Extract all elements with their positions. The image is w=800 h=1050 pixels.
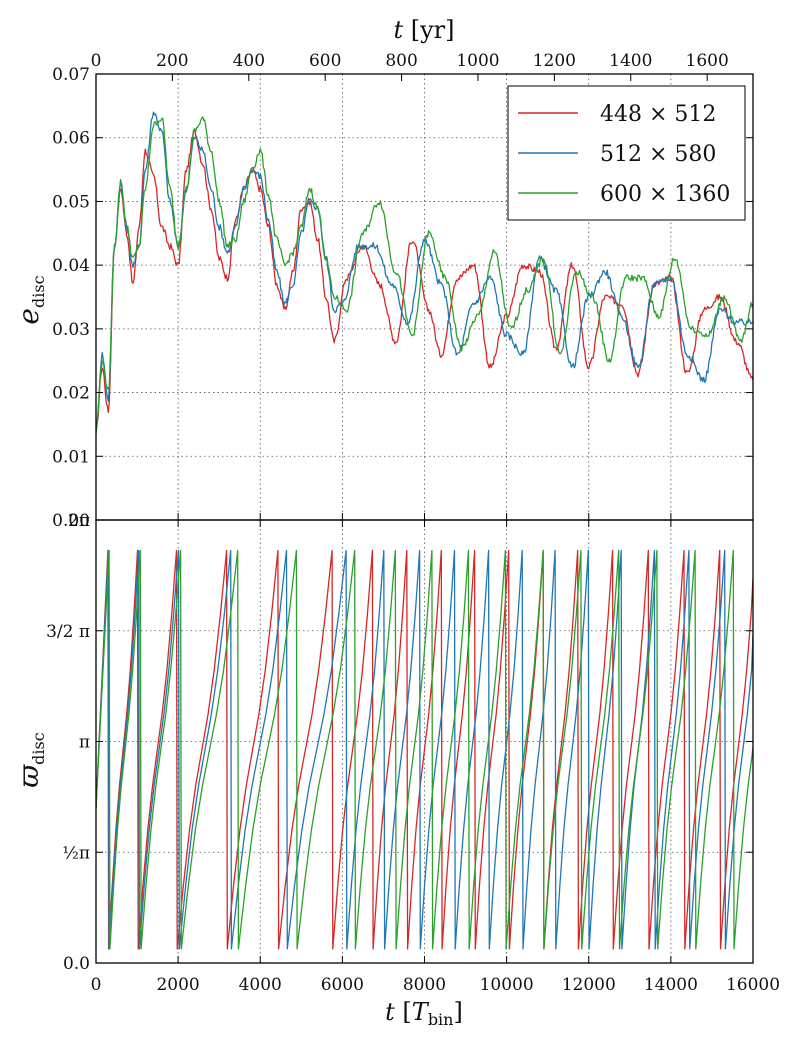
- top-x-tick-label: 200: [156, 51, 188, 71]
- y-axis-title-top: edisc: [12, 275, 48, 324]
- y-tick-label-bottom: π: [79, 733, 90, 753]
- top-axis-title: t [yr]: [393, 16, 454, 44]
- top-x-tick-label: 1000: [456, 51, 499, 71]
- top-panel-grid: [96, 74, 753, 520]
- y-tick-label-top: 0.00: [52, 511, 90, 531]
- top-x-tick-label: 0: [91, 51, 102, 71]
- top-panel-series: [96, 111, 753, 434]
- y-tick-label-top: 0.07: [52, 65, 90, 85]
- y-tick-label-bottom: 0.0: [63, 954, 90, 974]
- x-tick-label: 16000: [726, 975, 780, 995]
- y-tick-label-bottom: 3/2 π: [46, 622, 90, 642]
- x-tick-label: 12000: [562, 975, 616, 995]
- axis-tick-labels: 0 2000 4000 6000 8000 10000 12000 14000 16000 0 20…: [46, 51, 780, 995]
- x-tick-label: 14000: [644, 975, 698, 995]
- series-line-bottom: [96, 549, 753, 950]
- x-tick-label: 10000: [480, 975, 534, 995]
- y-axis-title-bottom: ϖdisc: [12, 732, 48, 787]
- y-tick-label-top: 0.04: [52, 256, 90, 276]
- top-x-tick-label: 1600: [686, 51, 729, 71]
- x-tick-label: 6000: [321, 975, 364, 995]
- y-tick-label-top: 0.05: [52, 192, 90, 212]
- x-tick-label: 2000: [156, 975, 199, 995]
- x-tick-label: 4000: [239, 975, 282, 995]
- y-tick-label-bottom: ½π: [62, 843, 90, 863]
- legend-label: 448 × 512: [600, 102, 716, 127]
- axis-ticks: [95, 73, 754, 964]
- y-tick-label-bottom: 2π: [68, 511, 90, 531]
- bottom-panel-grid: [96, 520, 753, 963]
- y-tick-label-top: 0.01: [52, 447, 90, 467]
- top-x-tick-label: 600: [309, 51, 341, 71]
- series-line-top: [96, 111, 753, 434]
- series-line-top: [96, 116, 753, 432]
- top-x-tick-label: 1400: [609, 51, 652, 71]
- legend-label: 512 × 580: [600, 142, 716, 167]
- legend-label: 600 × 1360: [600, 182, 730, 207]
- top-x-tick-label: 400: [233, 51, 265, 71]
- legend: 448 × 512 512 × 580 600 × 1360: [507, 85, 746, 221]
- y-tick-label-top: 0.06: [52, 129, 90, 149]
- x-tick-label: 0: [91, 975, 102, 995]
- x-axis-title-bottom: t [Tbin]: [385, 998, 463, 1029]
- x-tick-label: 8000: [403, 975, 446, 995]
- top-x-tick-label: 800: [385, 51, 417, 71]
- y-tick-label-top: 0.02: [52, 384, 90, 404]
- top-x-tick-label: 1200: [533, 51, 576, 71]
- y-tick-label-top: 0.03: [52, 320, 90, 340]
- series-line-bottom: [96, 549, 753, 950]
- bottom-panel-series: [96, 549, 753, 950]
